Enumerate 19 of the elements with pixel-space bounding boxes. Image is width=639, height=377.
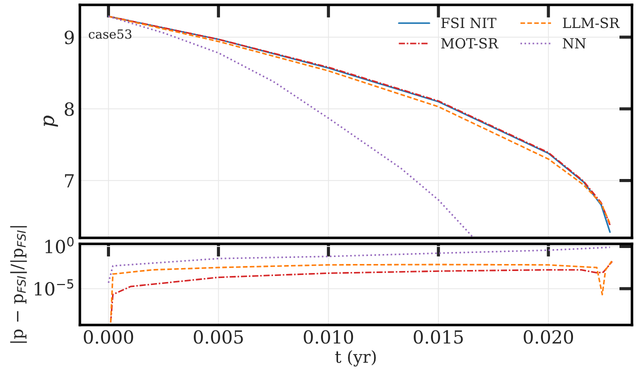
x-tick-label: 0.010 xyxy=(304,330,354,344)
legend-label: MOT-SR xyxy=(441,38,499,49)
y-tick-label: 10$^{0}$ xyxy=(45,236,74,254)
annotation: case53 xyxy=(88,29,132,39)
legend-label: NN xyxy=(562,38,586,49)
legend-label: LLM-SR xyxy=(562,18,620,28)
y-tick-label: 10$^{−5}$ xyxy=(34,279,74,296)
x-tick-label: 0.015 xyxy=(414,330,463,344)
y-axis-title: |p − p$_{FSI}$|/|p$_{FSI}$| xyxy=(10,226,27,343)
x-axis-title: t (yr) xyxy=(335,350,376,366)
y-tick-label: 9 xyxy=(64,30,74,44)
line-series xyxy=(108,246,611,284)
y-tick-label: 8 xyxy=(64,102,74,116)
x-tick-label: 0.000 xyxy=(84,330,134,344)
y-tick-label: 7 xyxy=(65,174,74,188)
legend-label: FSI NIT xyxy=(441,18,496,28)
x-tick-label: 0.020 xyxy=(524,330,574,344)
x-tick-label: 0.005 xyxy=(194,330,243,344)
y-axis-title: p xyxy=(44,116,58,127)
